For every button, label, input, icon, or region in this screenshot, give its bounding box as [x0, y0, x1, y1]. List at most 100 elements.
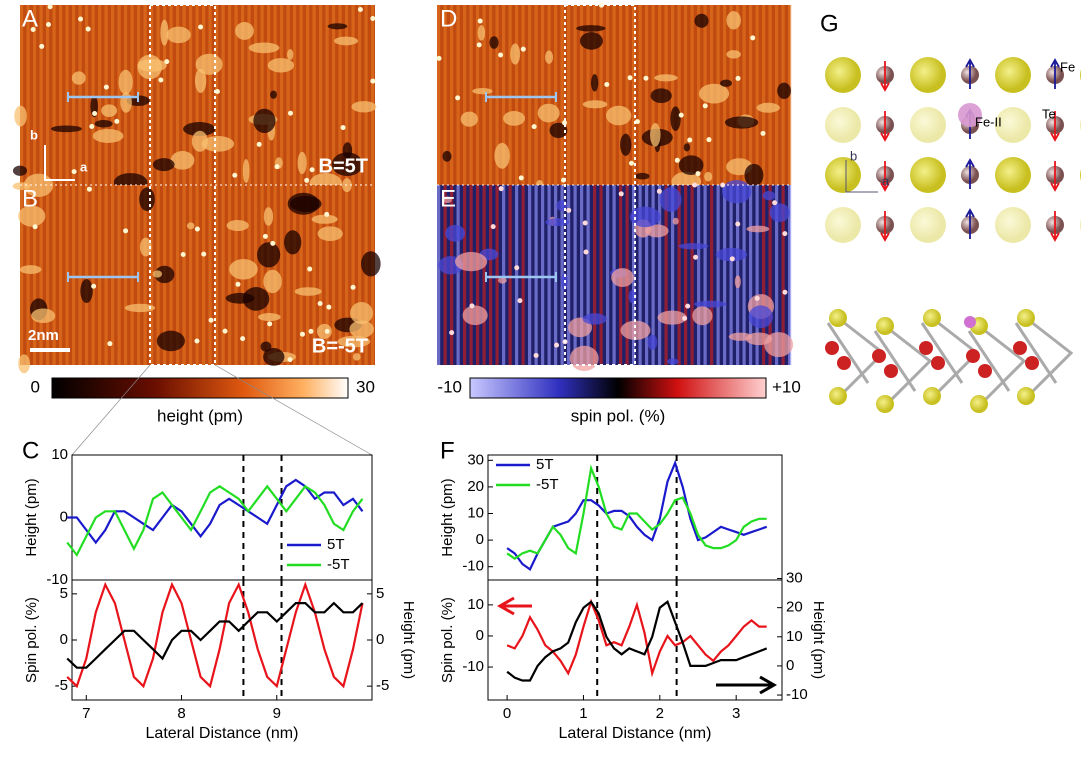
blob: [746, 226, 769, 233]
dot: [730, 256, 735, 261]
stripe: [85, 185, 88, 365]
dot: [449, 330, 454, 335]
blob: [351, 101, 376, 112]
dot: [307, 267, 312, 272]
y-tick-label: 0: [476, 531, 484, 548]
blob: [726, 50, 740, 58]
blob: [570, 346, 599, 371]
dot: [275, 164, 280, 169]
x-tick-label: 0: [503, 705, 511, 722]
y-tick-label: 10: [51, 446, 68, 463]
figure: B=5TB=-5T2nmba 0 30 height (pm) -10 +10 …: [0, 0, 1081, 758]
dot: [240, 336, 245, 341]
y-tick-label: -5: [55, 677, 68, 694]
te-atom: [970, 395, 988, 413]
dot: [703, 103, 708, 108]
height-colorbar: [52, 378, 348, 398]
dot: [358, 7, 363, 12]
blob: [153, 158, 175, 171]
y2-tick-label: 0: [786, 657, 794, 674]
blob: [18, 354, 30, 373]
structure: FeTeFe-IIba: [825, 57, 1081, 413]
axis-a: a: [80, 159, 88, 174]
bond: [969, 326, 1024, 406]
stripe: [53, 5, 56, 185]
blob: [318, 226, 343, 241]
panel-label: C: [22, 437, 39, 464]
blob: [119, 70, 133, 95]
stripe: [476, 185, 479, 365]
dot: [86, 27, 91, 32]
stripe: [509, 185, 512, 365]
dot: [628, 75, 633, 80]
te-atom: [825, 207, 861, 243]
te-atom: [876, 317, 894, 335]
dot: [534, 353, 539, 358]
blob: [670, 106, 680, 131]
stripe: [574, 5, 577, 185]
stripe: [645, 5, 648, 185]
blob: [264, 207, 273, 226]
dot: [772, 200, 777, 205]
legend-label: -5T: [327, 556, 350, 573]
stripe: [593, 5, 596, 185]
te-atom: [910, 57, 946, 93]
dot: [682, 316, 687, 321]
dot: [288, 111, 293, 116]
stripe: [548, 5, 551, 185]
blob: [95, 120, 113, 128]
dot: [326, 305, 331, 310]
stripe: [157, 5, 160, 185]
dot: [72, 169, 77, 174]
y-tick-label: 0: [60, 631, 68, 648]
stripe: [541, 5, 544, 185]
y-tick-label: 30: [467, 451, 484, 468]
blob: [295, 287, 322, 296]
y-tick-label: 10: [467, 596, 484, 613]
stripe: [665, 185, 668, 365]
stripe: [502, 185, 505, 365]
panel-label: F: [440, 437, 455, 464]
x-tick-label: 2: [656, 705, 664, 722]
dot: [477, 42, 482, 47]
stripe: [762, 5, 765, 185]
blob: [257, 242, 280, 267]
stm-images: B=5TB=-5T2nmba: [13, 3, 793, 374]
data-line: [507, 602, 767, 681]
dot: [33, 224, 38, 229]
x-axis-label: Lateral Distance (nm): [559, 725, 712, 742]
fe-atom: [884, 364, 898, 378]
blob: [139, 187, 155, 211]
stripe: [626, 5, 629, 185]
stripe: [678, 185, 681, 365]
blob: [472, 88, 492, 94]
dot: [469, 303, 474, 308]
stripe: [639, 5, 642, 185]
stripe: [470, 5, 473, 185]
y-tick-label: 0: [476, 627, 484, 644]
blob: [545, 50, 553, 63]
te-atom: [923, 387, 941, 405]
blob: [635, 173, 650, 180]
y-tick-label: 20: [467, 478, 484, 495]
blob: [620, 134, 631, 156]
te-atom: [923, 309, 941, 327]
stripe: [293, 5, 296, 185]
blob: [660, 187, 682, 212]
stripe: [691, 185, 694, 365]
fe-atom: [978, 364, 992, 378]
stripe: [306, 5, 309, 185]
y-axis-label: Spin pol. (%): [439, 597, 456, 683]
blob: [580, 32, 603, 50]
blob: [777, 83, 791, 99]
stripe: [515, 5, 518, 185]
data-line: [507, 602, 767, 674]
fe-atom: [872, 349, 886, 363]
dot: [584, 249, 589, 254]
dot: [164, 59, 169, 64]
dot: [257, 142, 262, 147]
stripe: [92, 185, 95, 365]
panel-label: D: [440, 5, 457, 32]
bond: [1016, 318, 1071, 398]
y-tick-label: 10: [467, 504, 484, 521]
